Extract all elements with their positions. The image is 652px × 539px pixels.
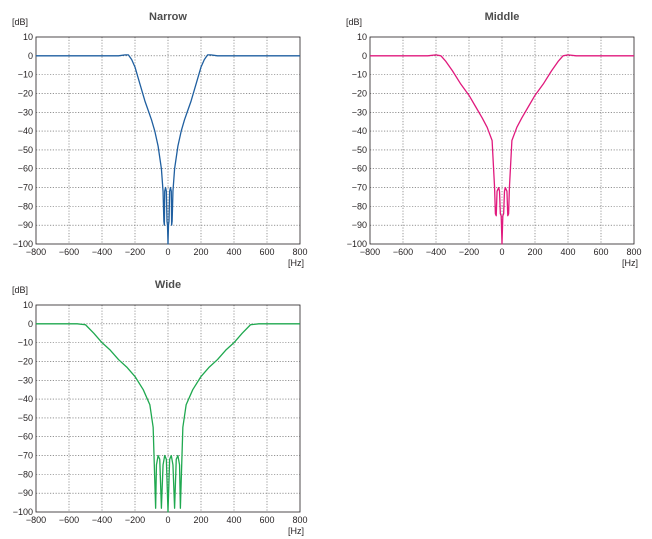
- y-tick-label: 0: [28, 319, 33, 329]
- x-tick-label: 600: [259, 515, 274, 525]
- y-axis-unit: [dB]: [346, 17, 362, 27]
- x-tick-label: 800: [292, 247, 307, 257]
- y-axis-unit: [dB]: [12, 285, 28, 295]
- x-tick-label: 0: [165, 247, 170, 257]
- x-tick-label: −400: [426, 247, 446, 257]
- x-tick-label: −400: [92, 247, 112, 257]
- y-tick-label: −40: [18, 126, 33, 136]
- y-tick-label: −80: [18, 469, 33, 479]
- y-tick-label: −50: [18, 145, 33, 155]
- x-tick-label: −600: [393, 247, 413, 257]
- y-tick-label: −70: [352, 183, 367, 193]
- chart-wide: 10 0 −10 −20 −30 −40 −50 −60 −70 −80 −90 −100−800 −6…: [12, 279, 308, 536]
- y-tick-label: −10: [352, 70, 367, 80]
- y-tick-label: −50: [352, 145, 367, 155]
- x-tick-label: 400: [226, 515, 241, 525]
- y-tick-label: −20: [18, 356, 33, 366]
- x-tick-label: 800: [292, 515, 307, 525]
- x-axis-unit: [Hz]: [288, 258, 304, 268]
- y-tick-label: −50: [18, 413, 33, 423]
- y-tick-label: −90: [18, 220, 33, 230]
- x-tick-label: 200: [527, 247, 542, 257]
- y-tick-label: −90: [352, 220, 367, 230]
- y-tick-label: −60: [18, 432, 33, 442]
- y-tick-label: 0: [28, 51, 33, 61]
- y-tick-label: −30: [352, 107, 367, 117]
- chart-title: Middle: [485, 11, 520, 23]
- x-tick-label: 600: [259, 247, 274, 257]
- x-tick-label: −400: [92, 515, 112, 525]
- chart-narrow: 10 0 −10 −20 −30 −40 −50 −60 −70 −80 −90 −100−800 −6…: [12, 11, 308, 268]
- y-tick-label: −30: [18, 375, 33, 385]
- y-tick-label: −40: [18, 394, 33, 404]
- y-tick-label: −40: [352, 126, 367, 136]
- x-tick-label: 400: [226, 247, 241, 257]
- y-tick-label: −100: [13, 507, 33, 517]
- y-tick-label: −80: [18, 201, 33, 211]
- y-tick-label: −10: [18, 338, 33, 348]
- x-tick-label: 200: [193, 515, 208, 525]
- x-tick-label: 800: [626, 247, 641, 257]
- x-tick-label: −600: [59, 247, 79, 257]
- chart-middle: 10 0 −10 −20 −30 −40 −50 −60 −70 −80 −90 −100−800 −6…: [346, 11, 642, 268]
- x-tick-label: −800: [360, 247, 380, 257]
- x-axis-unit: [Hz]: [288, 526, 304, 536]
- y-tick-label: 10: [357, 32, 367, 42]
- x-tick-label: −800: [26, 515, 46, 525]
- y-tick-label: 10: [23, 32, 33, 42]
- x-tick-label: 0: [499, 247, 504, 257]
- y-tick-label: −80: [352, 201, 367, 211]
- y-tick-label: −100: [13, 239, 33, 249]
- chart-title: Wide: [155, 279, 181, 291]
- x-tick-label: −200: [125, 247, 145, 257]
- y-tick-label: −20: [352, 88, 367, 98]
- y-tick-label: −60: [18, 164, 33, 174]
- x-axis-unit: [Hz]: [622, 258, 638, 268]
- x-tick-label: 600: [593, 247, 608, 257]
- response-curve-wide: [36, 323, 300, 513]
- x-tick-label: 200: [193, 247, 208, 257]
- response-curve-middle: [370, 54, 634, 245]
- y-tick-label: 0: [362, 51, 367, 61]
- y-tick-label: −100: [347, 239, 367, 249]
- x-tick-label: 0: [165, 515, 170, 525]
- x-tick-label: −200: [459, 247, 479, 257]
- y-tick-label: −60: [352, 164, 367, 174]
- response-curve-narrow: [36, 54, 300, 245]
- y-tick-label: −90: [18, 488, 33, 498]
- x-tick-label: −600: [59, 515, 79, 525]
- y-tick-label: −70: [18, 451, 33, 461]
- x-tick-label: −800: [26, 247, 46, 257]
- y-tick-label: −30: [18, 107, 33, 117]
- y-tick-label: 10: [23, 300, 33, 310]
- y-axis-unit: [dB]: [12, 17, 28, 27]
- x-tick-label: −200: [125, 515, 145, 525]
- chart-title: Narrow: [149, 11, 187, 23]
- x-tick-label: 400: [560, 247, 575, 257]
- y-tick-label: −10: [18, 70, 33, 80]
- y-tick-label: −20: [18, 88, 33, 98]
- y-tick-label: −70: [18, 183, 33, 193]
